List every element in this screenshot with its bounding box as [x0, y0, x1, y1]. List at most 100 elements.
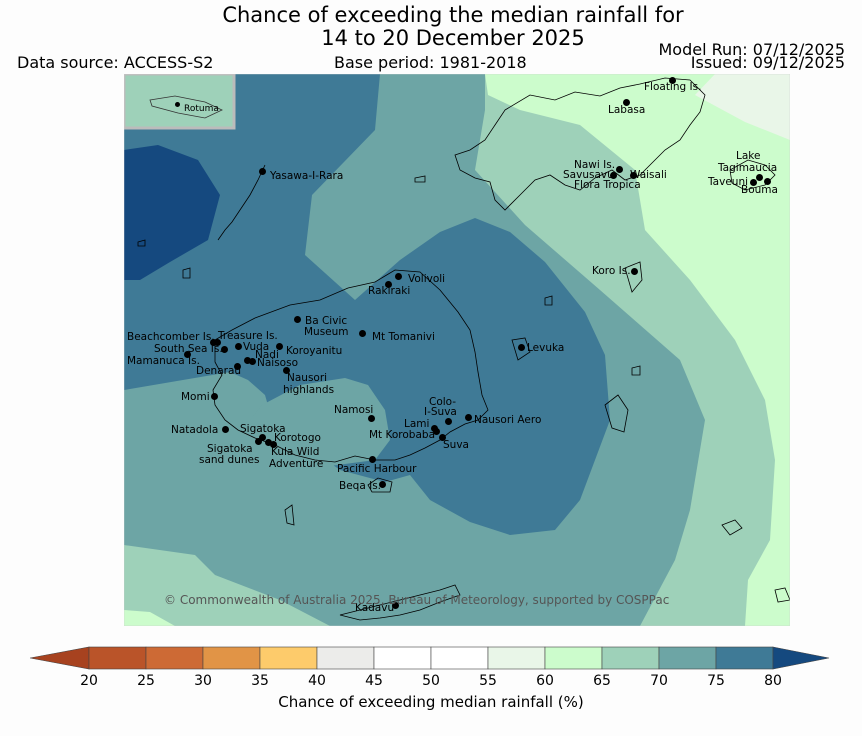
label-sigatoka-2: Sigatoka [207, 443, 253, 455]
islet-1 [284, 504, 295, 526]
colorbar-bin [430, 646, 489, 670]
yasawa-coast [217, 164, 266, 241]
label-museum: Museum [304, 326, 349, 338]
place-dot [359, 330, 366, 337]
rainfall-map [124, 74, 790, 626]
label-kula-wild: Kula Wild [271, 446, 320, 458]
label-beachcomber-is: Beachcomber Is. [127, 331, 215, 343]
colorbar-bin [259, 646, 318, 670]
place-dot [249, 358, 256, 365]
label-kadavu: Kadavu [355, 602, 395, 614]
colorbar-tick-label: 20 [80, 673, 98, 689]
label-momi: Momi [181, 391, 210, 403]
label-savusavu: Savusavu [563, 169, 614, 181]
label-namosi: Namosi [334, 404, 374, 416]
place-dot [369, 456, 376, 463]
colorbar-extend-high [772, 646, 830, 670]
label-pacific-harbour: Pacific Harbour [337, 463, 417, 475]
rotuma-dot [175, 102, 180, 107]
label-sand-dunes: sand dunes [199, 454, 260, 466]
place-dot [276, 343, 283, 350]
colorbar-bin [658, 646, 717, 670]
islet-8 [182, 267, 191, 279]
colorbar-title: Chance of exceeding median rainfall (%) [278, 693, 584, 711]
label-tagimaucia: Tagimaucia [718, 162, 778, 174]
place-dot [259, 168, 266, 175]
colorbar-bin [373, 646, 432, 670]
colorbar-tick-label: 65 [593, 673, 611, 689]
place-dot [235, 343, 242, 350]
band-55-60 [695, 74, 790, 140]
colorbar-tick-label: 60 [536, 673, 554, 689]
colorbar-tick-label: 80 [764, 673, 782, 689]
place-dot [764, 178, 771, 185]
colorbar-bin [88, 646, 147, 670]
rotuma-coast [149, 95, 223, 119]
colorbar-tick-label: 40 [308, 673, 326, 689]
place-dot [234, 363, 241, 370]
label-yasawa-i-rara: Yasawa-I-Rara [270, 170, 344, 182]
colorbar-bin [544, 646, 603, 670]
place-dot [395, 273, 402, 280]
place-dot [616, 166, 623, 173]
colorbar-tick-label: 70 [650, 673, 668, 689]
ovalau-coast [511, 337, 531, 361]
place-dot [244, 357, 251, 364]
place-dot [283, 367, 290, 374]
label-denarau: Denarau [196, 365, 242, 377]
colorbar-extend-low [30, 646, 90, 670]
colorbar-bin [715, 646, 774, 670]
islet-6 [631, 365, 641, 376]
place-dot [465, 414, 472, 421]
label-koro-is: Koro Is. [592, 265, 631, 277]
place-dot [221, 346, 228, 353]
place-dot [265, 439, 272, 446]
label-i-suva: I-Suva [424, 406, 457, 418]
label-ba-civic: Ba Civic [305, 315, 348, 327]
label-naisoso: Naisoso [257, 357, 298, 369]
label-levuka: Levuka [527, 342, 565, 354]
colorbar-tick-label: 75 [707, 673, 725, 689]
label-lami: Lami [404, 418, 430, 430]
place-dot [270, 441, 277, 448]
band-60-65 [485, 74, 790, 626]
place-dot [439, 434, 446, 441]
label-mt-tomanivi: Mt Tomanivi [372, 331, 435, 343]
place-dot [379, 481, 386, 488]
label-waisali: Waisali [630, 169, 667, 181]
colorbar-tick-label: 50 [422, 673, 440, 689]
label-rakiraki: Rakiraki [368, 285, 411, 297]
islet-3 [774, 587, 790, 603]
rotuma-inset [124, 74, 236, 130]
kadavu-coast [339, 584, 461, 621]
place-dot [259, 434, 266, 441]
base-period-text: Base period: 1981-2018 [334, 53, 527, 72]
colorbar-bin [316, 646, 375, 670]
band-above-80 [124, 145, 220, 280]
place-dot [631, 268, 638, 275]
band-70-75-inner [250, 378, 390, 466]
label-mt-korobaba: Mt Korobaba [369, 429, 436, 441]
place-dot [368, 415, 375, 422]
colorbar-bin [145, 646, 204, 670]
colorbar-tick-label: 55 [479, 673, 497, 689]
place-dot [433, 428, 440, 435]
place-dot [255, 438, 262, 445]
label-natadola: Natadola [171, 424, 219, 436]
label-nawi-is: Nawi Is. [574, 159, 616, 171]
label-korotogo: Korotogo [274, 432, 321, 444]
colorbar-tick-label: 45 [365, 673, 383, 689]
place-dot [210, 339, 217, 346]
colorbar-bin [601, 646, 660, 670]
place-dot [610, 172, 617, 179]
beqa-coast [367, 477, 393, 493]
gau-coast [604, 394, 629, 433]
coastlines [137, 77, 790, 621]
place-dot [669, 77, 676, 84]
label-vuda: Vuda [243, 341, 270, 353]
label-flora-tropica: Flora Tropica [574, 179, 641, 191]
place-dot [184, 351, 191, 358]
islet-4 [414, 175, 426, 183]
label-south-sea-is: South Sea Is. [154, 343, 223, 355]
label-nausori-aero: Nausori Aero [474, 414, 542, 426]
